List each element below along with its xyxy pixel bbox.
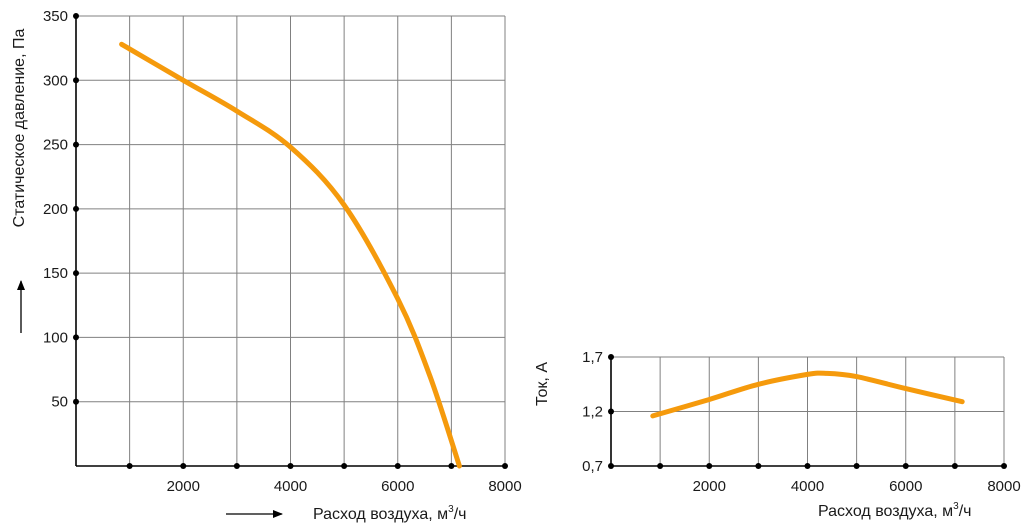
pressure-chart: 2000 4000 6000 8000 50 100 150 200 250 300 350 Ста… <box>11 8 522 523</box>
current-x-tick-label: 8000 <box>987 478 1020 495</box>
current-chart: 2000 4000 6000 8000 0,7 1,2 1,7 Ток, А Расход … <box>534 349 1021 520</box>
pressure-y-tick-label: 100 <box>43 329 68 346</box>
current-curve <box>650 370 965 419</box>
pressure-x-axis-label-text: Расход воздуха, м <box>313 506 448 523</box>
pressure-x-tick-dot <box>180 463 187 469</box>
pressure-x-tick-dot <box>287 463 294 469</box>
current-x-axis-label-sup: 3 <box>953 501 959 512</box>
current-y-tick-dot <box>608 408 614 415</box>
current-x-axis-label-text: Расход воздуха, м <box>818 503 953 520</box>
pressure-x-axis-label: Расход воздуха, м3/ч <box>313 504 467 523</box>
pressure-y-tick-label: 200 <box>43 201 68 218</box>
pressure-x-axis-label-tail: /ч <box>454 506 467 523</box>
pressure-x-tick-dot <box>502 463 508 469</box>
pressure-x-tick-dot <box>394 463 401 469</box>
pressure-y-axis-label: Статическое давление, Па <box>11 29 28 228</box>
current-x-tick-dot <box>902 463 909 469</box>
current-x-tick-dot <box>755 463 762 469</box>
current-x-tick-label: 6000 <box>889 478 922 495</box>
current-ticks: 2000 4000 6000 8000 0,7 1,2 1,7 <box>582 349 1021 495</box>
pressure-y-tick-dot <box>73 205 79 212</box>
pressure-y-tick-dot <box>73 77 79 84</box>
current-y-tick-label: 0,7 <box>582 458 603 475</box>
pressure-series <box>119 41 462 469</box>
pressure-x-tick-label: 4000 <box>274 478 307 495</box>
pressure-y-tick-label: 150 <box>43 265 68 282</box>
pressure-y-tick-label: 300 <box>43 72 68 89</box>
pressure-y-tick-dot <box>73 270 79 277</box>
pressure-x-tick-dot <box>341 463 348 469</box>
pressure-ticks: 2000 4000 6000 8000 50 100 150 200 250 300 350 <box>43 8 522 495</box>
pressure-x-tick-dot <box>126 463 133 469</box>
current-y-axis-label: Ток, А <box>534 362 551 406</box>
current-x-tick-label: 2000 <box>693 478 726 495</box>
current-x-tick-dot <box>657 463 664 469</box>
pressure-grid <box>76 15 506 466</box>
pressure-x-tick-dot <box>233 463 240 469</box>
current-x-axis-label: Расход воздуха, м3/ч <box>818 501 972 520</box>
current-x-tick-label: 4000 <box>791 478 824 495</box>
pressure-x-tick-label: 2000 <box>167 478 200 495</box>
current-x-tick-dot <box>804 463 811 469</box>
current-y-tick-dot <box>608 354 614 360</box>
current-x-tick-dot <box>951 463 958 469</box>
pressure-x-tick-label: 6000 <box>381 478 414 495</box>
pressure-x-tick-dot <box>448 463 455 469</box>
current-series <box>650 370 965 419</box>
current-x-tick-dot <box>1001 463 1007 469</box>
current-x-tick-dot <box>706 463 713 469</box>
pressure-y-tick-dot <box>73 141 79 148</box>
pressure-y-tick-dot <box>73 334 79 341</box>
pressure-y-tick-label: 50 <box>51 394 68 411</box>
current-y-tick-label: 1,2 <box>582 404 603 421</box>
current-y-tick-dot <box>608 463 614 469</box>
pressure-curve <box>119 41 462 469</box>
current-x-axis-label-tail: /ч <box>959 503 972 520</box>
pressure-x-axis-label-sup: 3 <box>448 504 454 515</box>
pressure-x-tick-label: 8000 <box>488 478 521 495</box>
pressure-y-tick-dot <box>73 13 79 19</box>
current-y-tick-label: 1,7 <box>582 349 603 366</box>
pressure-y-tick-dot <box>73 398 79 405</box>
current-x-tick-dot <box>853 463 860 469</box>
pressure-y-tick-label: 350 <box>43 8 68 25</box>
pressure-y-tick-label: 250 <box>43 137 68 154</box>
